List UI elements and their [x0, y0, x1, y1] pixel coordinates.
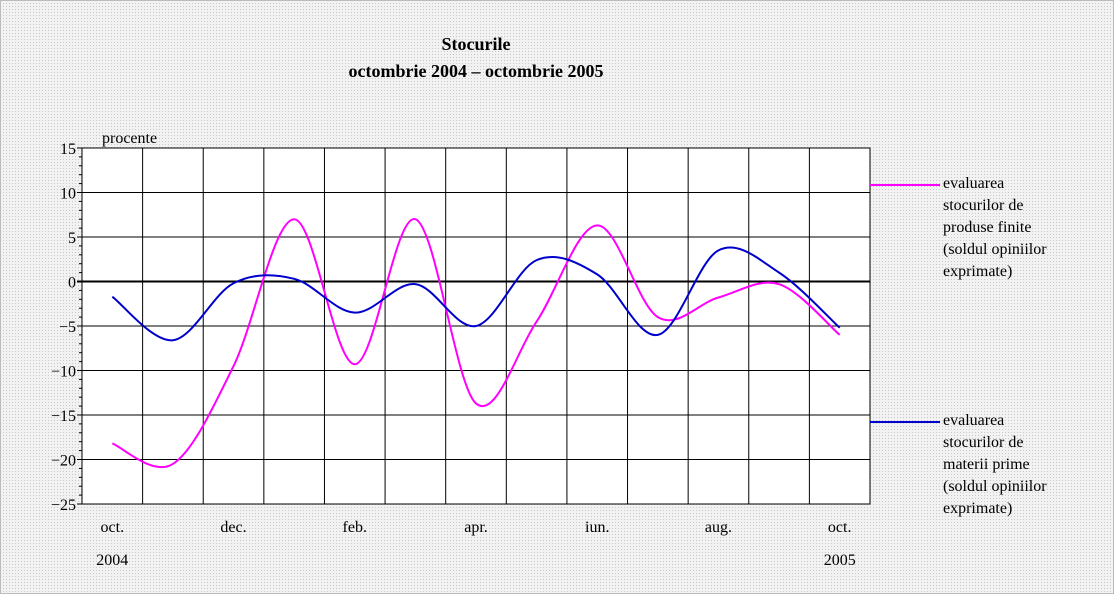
x-tick-label: apr. — [464, 519, 488, 536]
y-tick-label: 10 — [60, 186, 76, 203]
y-tick-label: −10 — [51, 364, 76, 381]
y-tick-label: 15 — [60, 141, 76, 158]
y-tick-label: −15 — [51, 408, 76, 425]
legend-label: evaluarea stocurilor de produse finite (… — [943, 175, 1047, 280]
series-line — [111, 246, 841, 342]
y-tick-label: 5 — [68, 230, 76, 247]
x-tick-sublabel: 2005 — [824, 552, 856, 569]
x-tick-label: aug. — [705, 519, 732, 536]
chart-title: Stocurile — [442, 34, 511, 54]
x-tick-label: oct. — [101, 519, 125, 536]
x-tick-label: dec. — [220, 519, 246, 536]
chart-subtitle: octombrie 2004 – octombrie 2005 — [349, 61, 604, 81]
legend-label: evaluarea stocurilor de materii prime (s… — [943, 412, 1047, 517]
y-axis-label: procente — [102, 130, 157, 147]
x-tick-label: feb. — [343, 519, 367, 536]
series-line — [111, 218, 841, 468]
plot-border — [81, 147, 871, 505]
y-tick-label: −20 — [51, 453, 76, 470]
y-tick-label: −25 — [51, 497, 76, 514]
x-tick-sublabel: 2004 — [96, 552, 128, 569]
y-tick-label: 0 — [68, 275, 76, 292]
x-tick-label: oct. — [828, 519, 852, 536]
y-tick-label: −5 — [59, 319, 76, 336]
x-tick-label: iun. — [585, 519, 609, 536]
